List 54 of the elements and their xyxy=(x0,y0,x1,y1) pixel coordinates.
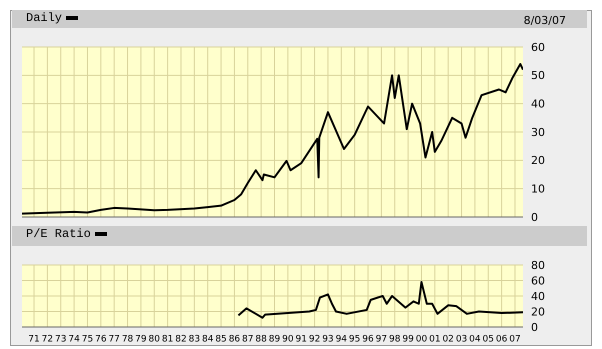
x-tick-label: 87 xyxy=(242,334,254,344)
x-tick-label: 02 xyxy=(442,334,454,344)
y-tick-label: 40 xyxy=(531,290,545,303)
x-tick-label: 93 xyxy=(322,334,334,344)
x-tick-label: 90 xyxy=(282,334,294,344)
x-tick-label: 03 xyxy=(456,334,468,344)
x-tick-label: 73 xyxy=(55,334,66,344)
x-tick-label: 76 xyxy=(95,334,107,344)
x-tick-label: 98 xyxy=(389,334,401,344)
x-tick-label: 00 xyxy=(416,334,428,344)
y-tick-label: 80 xyxy=(531,258,545,272)
x-tick-label: 81 xyxy=(162,334,174,344)
x-tick-label: 92 xyxy=(308,334,320,344)
x-tick-label: 85 xyxy=(215,334,227,344)
line-series xyxy=(237,281,523,319)
x-tick-label: 96 xyxy=(362,334,374,344)
x-tick-label: 88 xyxy=(255,334,268,344)
x-tick-label: 89 xyxy=(268,334,281,344)
x-tick-label: 74 xyxy=(68,334,80,344)
y-tick-label: 0 xyxy=(531,320,538,334)
x-tick-label: 86 xyxy=(228,334,240,344)
x-tick-label: 75 xyxy=(82,334,94,344)
x-tick-label: 95 xyxy=(348,334,360,344)
x-tick-label: 91 xyxy=(295,334,307,344)
y-tick-label: 30 xyxy=(531,126,545,139)
y-tick-label: 0 xyxy=(531,210,538,224)
x-tick-label: 80 xyxy=(148,334,160,344)
x-tick-label: 97 xyxy=(376,334,388,344)
x-tick-label: 84 xyxy=(202,334,214,344)
x-tick-label: 72 xyxy=(42,334,54,344)
x-tick-label: 79 xyxy=(135,334,147,344)
x-tick-label: 01 xyxy=(429,334,441,344)
x-tick-label: 94 xyxy=(336,334,348,344)
x-tick-label: 05 xyxy=(482,334,494,344)
x-tick-label: 82 xyxy=(175,334,187,344)
line-series xyxy=(22,63,523,215)
x-tick-label: 78 xyxy=(122,334,134,344)
y-tick-label: 20 xyxy=(531,154,545,168)
legend-label: Daily xyxy=(26,11,62,25)
y-tick-label: 40 xyxy=(531,98,545,111)
y-tick-label: 20 xyxy=(531,305,545,318)
x-tick-label: 06 xyxy=(496,334,508,344)
y-tick-label: 50 xyxy=(531,69,545,82)
y-tick-label: 60 xyxy=(531,40,545,54)
text: 8/03/07 xyxy=(522,14,566,27)
y-tick-label: 10 xyxy=(531,182,545,196)
x-tick-label: 77 xyxy=(108,334,120,344)
legend-label: P/E Ratio xyxy=(26,227,91,241)
x-tick-label: 71 xyxy=(28,334,40,344)
x-tick-label: 07 xyxy=(509,334,521,344)
x-tick-label: 99 xyxy=(402,334,414,344)
x-tick-label: 83 xyxy=(188,334,200,344)
x-tick-label: 04 xyxy=(469,334,481,344)
y-tick-label: 60 xyxy=(531,274,545,288)
